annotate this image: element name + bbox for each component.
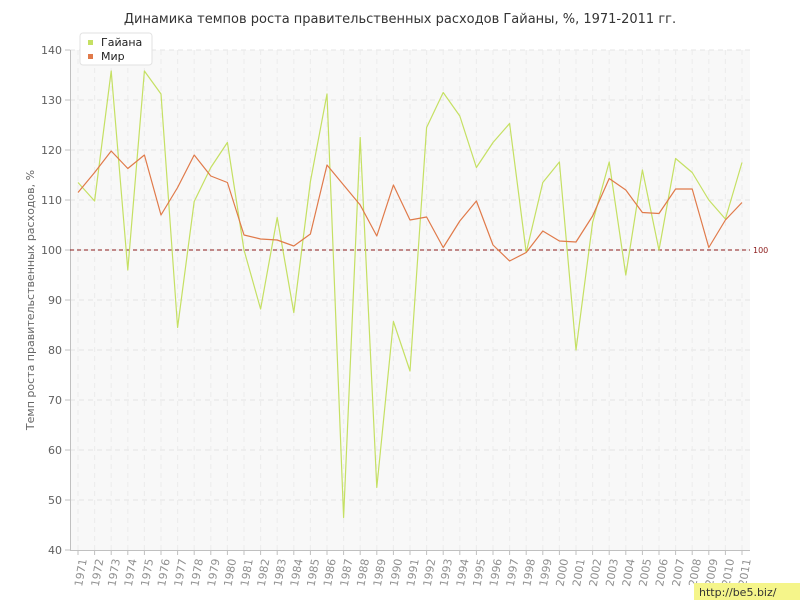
legend-label-guyana: Гайана xyxy=(101,36,142,49)
x-tick-label: 1994 xyxy=(454,558,472,588)
x-tick-label: 1990 xyxy=(388,558,406,588)
reference-line-group: 100 xyxy=(70,246,768,255)
x-tick-label: 1993 xyxy=(437,558,455,588)
x-tick-label: 1977 xyxy=(172,558,190,588)
y-tick-label: 100 xyxy=(41,244,62,257)
x-tick-label: 2000 xyxy=(554,558,572,588)
x-tick-label: 1971 xyxy=(72,558,90,588)
x-tick-label: 1988 xyxy=(354,558,372,588)
watermark[interactable]: http://be5.biz/ xyxy=(694,583,800,600)
x-tick-label: 2006 xyxy=(653,558,671,588)
x-tick-label: 2009 xyxy=(703,558,721,588)
chart-title: Динамика темпов роста правительственных … xyxy=(124,12,676,27)
legend-label-world: Мир xyxy=(101,50,125,63)
watermark-link[interactable]: http://be5.biz/ xyxy=(699,586,777,599)
watermark-background xyxy=(694,583,800,600)
reference-line-label: 100 xyxy=(753,246,768,255)
y-tick-label: 60 xyxy=(48,444,62,457)
x-tick-label: 2003 xyxy=(603,558,621,588)
y-axis-ticks: 40 50 60 70 80 90 100 110 120 130 140 xyxy=(41,44,70,557)
x-tick-label: 1976 xyxy=(155,558,173,588)
y-tick-label: 90 xyxy=(48,294,62,307)
legend-box xyxy=(79,32,153,66)
x-tick-label: 2007 xyxy=(670,558,688,588)
x-tick-label: 1997 xyxy=(504,558,522,588)
x-tick-label: 1980 xyxy=(222,558,240,588)
x-tick-label: 1995 xyxy=(471,558,489,588)
x-tick-label: 1987 xyxy=(338,558,356,588)
legend-marker-guyana xyxy=(88,40,93,45)
x-tick-label: 2002 xyxy=(587,558,605,588)
x-tick-label: 1989 xyxy=(371,558,389,588)
x-tick-label: 2005 xyxy=(637,558,655,588)
x-tick-label: 1974 xyxy=(122,558,140,588)
x-tick-label: 1999 xyxy=(537,558,555,588)
x-tick-label: 1975 xyxy=(139,558,157,588)
x-tick-label: 1979 xyxy=(205,558,223,588)
x-tick-label: 2001 xyxy=(570,558,588,588)
x-tick-label: 1984 xyxy=(288,558,306,588)
series-line-guyana xyxy=(77,70,743,519)
y-tick-label: 130 xyxy=(41,94,62,107)
x-tick-label: 1996 xyxy=(487,558,505,588)
x-tick-label: 1978 xyxy=(188,558,206,588)
legend: Гайана Мир xyxy=(79,32,153,66)
x-tick-label: 1982 xyxy=(255,558,273,588)
y-tick-label: 70 xyxy=(48,394,62,407)
y-tick-label: 40 xyxy=(48,544,62,557)
y-tick-label: 50 xyxy=(48,494,62,507)
x-tick-label: 1983 xyxy=(271,558,289,588)
x-tick-label: 1972 xyxy=(89,558,107,588)
x-tick-label: 2010 xyxy=(720,558,738,588)
x-tick-label: 1981 xyxy=(238,558,256,588)
legend-marker-world xyxy=(88,54,93,59)
x-tick-label: 1986 xyxy=(321,558,339,588)
x-axis-ticks: 1971197219731974197519761977197819791980… xyxy=(72,550,754,588)
gridlines xyxy=(70,49,750,550)
y-axis-label: Темп роста правительственных расходов, % xyxy=(24,170,37,431)
series-lines xyxy=(77,70,743,519)
series-line-world xyxy=(77,150,743,262)
y-tick-label: 140 xyxy=(41,44,62,57)
x-tick-label: 1992 xyxy=(421,558,439,588)
y-tick-label: 80 xyxy=(48,344,62,357)
y-tick-label: 120 xyxy=(41,144,62,157)
x-tick-label: 2008 xyxy=(686,558,704,588)
x-tick-label: 1985 xyxy=(305,558,323,588)
x-tick-label: 1998 xyxy=(520,558,538,588)
y-tick-label: 110 xyxy=(41,194,62,207)
x-tick-label: 2011 xyxy=(736,558,754,588)
x-tick-label: 1973 xyxy=(105,558,123,588)
x-tick-label: 2004 xyxy=(620,558,638,588)
x-tick-label: 1991 xyxy=(404,558,422,588)
